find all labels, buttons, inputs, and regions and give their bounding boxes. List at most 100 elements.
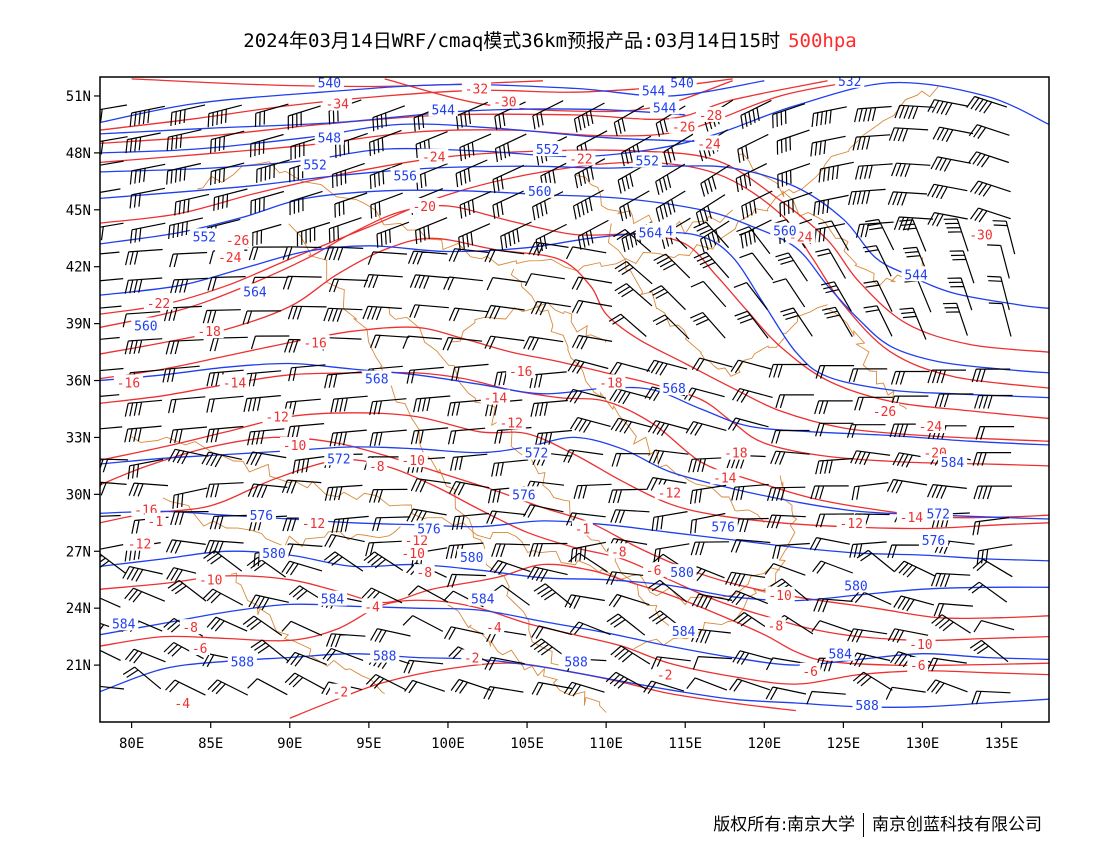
- temperature-label: -20: [412, 200, 435, 215]
- wind-barb: [614, 283, 653, 307]
- wind-barb: [487, 486, 526, 504]
- wind-barb: [775, 394, 814, 409]
- height-label-bg: [314, 77, 344, 90]
- wind-barb: [855, 221, 894, 238]
- wind-barb: [736, 226, 771, 255]
- wind-barb: [987, 244, 1010, 279]
- wind-barb: [402, 335, 443, 349]
- wind-barb: [451, 512, 489, 531]
- temperature-label: -8: [768, 619, 784, 634]
- wind-barb: [894, 560, 936, 578]
- temperature-label-bg: [223, 232, 253, 248]
- wind-barb: [370, 628, 411, 643]
- wind-barb: [166, 129, 202, 151]
- wind-barb: [207, 104, 242, 128]
- wind-barb: [613, 105, 645, 137]
- wind-barb: [772, 542, 810, 559]
- wind-barb: [409, 274, 450, 289]
- temperature-label-bg: [710, 469, 740, 485]
- wind-barb: [610, 417, 652, 434]
- province-borders: [131, 86, 939, 713]
- wind-barb: [854, 396, 893, 411]
- wind-barb: [904, 280, 932, 313]
- wind-barb: [443, 276, 483, 291]
- wind-barb: [209, 514, 249, 530]
- wind-barb: [947, 277, 973, 311]
- wind-barb: [737, 133, 769, 163]
- height-label-bg: [317, 590, 348, 606]
- wind-barb: [287, 305, 327, 320]
- temperature-label: -24: [697, 137, 721, 152]
- lat-tick-label: 42N: [66, 260, 91, 276]
- temperature-label-bg: [219, 374, 250, 390]
- wind-barb: [415, 162, 449, 190]
- wind-barb: [699, 220, 730, 253]
- height-label-bg: [227, 653, 257, 669]
- height-label-bg: [468, 590, 498, 606]
- wind-barb: [608, 593, 650, 608]
- wind-barb: [565, 512, 606, 527]
- wind-barb: [201, 451, 243, 468]
- wind-barb: [290, 135, 324, 160]
- wind-barb: [370, 334, 410, 349]
- height-label: 560: [134, 320, 157, 335]
- temperature-label: -30: [969, 228, 992, 243]
- wind-barb: [459, 133, 492, 162]
- height-contour: [100, 108, 686, 135]
- height-label: 576: [711, 521, 734, 536]
- height-label: 560: [528, 185, 551, 200]
- wind-barb: [368, 488, 408, 503]
- wind-barb: [809, 537, 851, 551]
- wind-barb: [610, 645, 651, 665]
- wind-barb: [775, 252, 808, 282]
- height-label: 552: [193, 230, 216, 245]
- height-label-bg: [314, 129, 344, 145]
- wind-barb: [888, 127, 929, 142]
- temperature-label: -32: [465, 82, 488, 97]
- wind-barb: [992, 220, 1016, 255]
- temperature-label-bg: [596, 374, 626, 390]
- wind-barb: [567, 359, 609, 374]
- wind-barb: [568, 552, 608, 573]
- height-label-bg: [300, 156, 330, 172]
- wind-barb: [403, 659, 444, 674]
- wind-barb: [733, 282, 768, 310]
- wind-barb: [335, 132, 368, 159]
- wind-barb: [100, 160, 124, 166]
- temperature-label: -14: [713, 471, 737, 486]
- wind-barb: [247, 428, 285, 446]
- wind-barb: [281, 479, 322, 494]
- wind-barb: [643, 680, 685, 695]
- wind-barb: [459, 190, 492, 219]
- temperature-label-bg: [496, 414, 526, 430]
- wind-barb: [534, 429, 573, 447]
- wind-barb: [210, 162, 245, 186]
- temperature-label-bg: [124, 535, 155, 551]
- wind-barb: [565, 246, 607, 260]
- height-label-bg: [825, 645, 855, 661]
- wind-barb: [772, 278, 806, 308]
- temperature-label: -10: [401, 454, 424, 469]
- wind-barb: [122, 311, 161, 328]
- wind-barb: [165, 679, 206, 696]
- wind-barb: [987, 275, 1010, 311]
- wind-barb: [372, 105, 406, 132]
- wind-barb: [167, 579, 207, 602]
- height-label: 584: [828, 648, 852, 663]
- temperature-label: -12: [840, 517, 863, 532]
- temperature-label: -1: [575, 523, 591, 538]
- wind-barb: [406, 508, 447, 524]
- wind-barb: [610, 509, 650, 524]
- wind-barb: [968, 151, 1009, 168]
- wind-barb: [100, 458, 129, 473]
- wind-barb: [283, 543, 323, 558]
- wind-barb: [818, 161, 854, 183]
- temperature-label: -24: [919, 420, 943, 435]
- height-label-bg: [835, 77, 865, 88]
- temperature-contour: [100, 161, 1049, 389]
- wind-barb: [730, 359, 772, 374]
- wind-barb: [540, 160, 572, 190]
- wind-barb: [887, 628, 929, 643]
- height-label: 540: [318, 77, 341, 92]
- wind-barb: [256, 159, 290, 183]
